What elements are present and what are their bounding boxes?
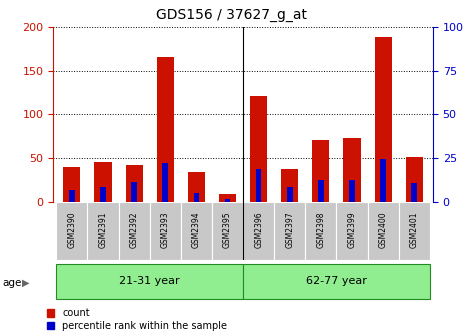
Bar: [163, 163, 168, 202]
Bar: [305, 202, 337, 260]
Bar: [274, 202, 305, 260]
Bar: [212, 202, 243, 260]
Bar: [281, 169, 298, 202]
Text: GSM2391: GSM2391: [99, 212, 107, 248]
Bar: [406, 157, 423, 202]
Bar: [125, 165, 143, 202]
Text: GSM2397: GSM2397: [285, 211, 294, 248]
Bar: [100, 187, 106, 202]
Bar: [318, 180, 324, 202]
Bar: [131, 182, 137, 202]
Bar: [256, 169, 262, 202]
Text: 62-77 year: 62-77 year: [306, 276, 367, 286]
Bar: [194, 193, 199, 202]
Text: GSM2401: GSM2401: [410, 212, 419, 248]
Text: GSM2398: GSM2398: [316, 212, 325, 248]
Bar: [375, 37, 392, 202]
Text: GSM2396: GSM2396: [254, 211, 263, 248]
Bar: [399, 202, 430, 260]
Bar: [219, 194, 236, 202]
Bar: [88, 202, 119, 260]
Bar: [337, 202, 368, 260]
Bar: [243, 202, 274, 260]
Bar: [188, 172, 205, 202]
Bar: [349, 180, 355, 202]
Bar: [243, 264, 430, 299]
Bar: [225, 200, 230, 202]
Legend: count, percentile rank within the sample: count, percentile rank within the sample: [46, 308, 227, 331]
Bar: [156, 57, 174, 202]
Bar: [63, 167, 81, 202]
Text: age: age: [2, 278, 22, 288]
Bar: [150, 202, 181, 260]
Text: GDS156 / 37627_g_at: GDS156 / 37627_g_at: [156, 8, 307, 23]
Bar: [119, 202, 150, 260]
Bar: [368, 202, 399, 260]
Bar: [412, 183, 417, 202]
Bar: [313, 139, 330, 202]
Bar: [250, 96, 267, 202]
Text: 21-31 year: 21-31 year: [119, 276, 180, 286]
Text: GSM2394: GSM2394: [192, 211, 201, 248]
Text: GSM2392: GSM2392: [130, 212, 138, 248]
Bar: [56, 264, 243, 299]
Text: ▶: ▶: [22, 278, 30, 288]
Bar: [344, 138, 361, 202]
Bar: [380, 159, 386, 202]
Bar: [56, 202, 88, 260]
Bar: [287, 187, 293, 202]
Text: GSM2390: GSM2390: [68, 211, 76, 248]
Text: GSM2400: GSM2400: [379, 211, 388, 248]
Text: GSM2395: GSM2395: [223, 211, 232, 248]
Text: GSM2393: GSM2393: [161, 211, 170, 248]
Bar: [94, 162, 112, 202]
Text: GSM2399: GSM2399: [348, 211, 357, 248]
Bar: [69, 190, 75, 202]
Bar: [181, 202, 212, 260]
